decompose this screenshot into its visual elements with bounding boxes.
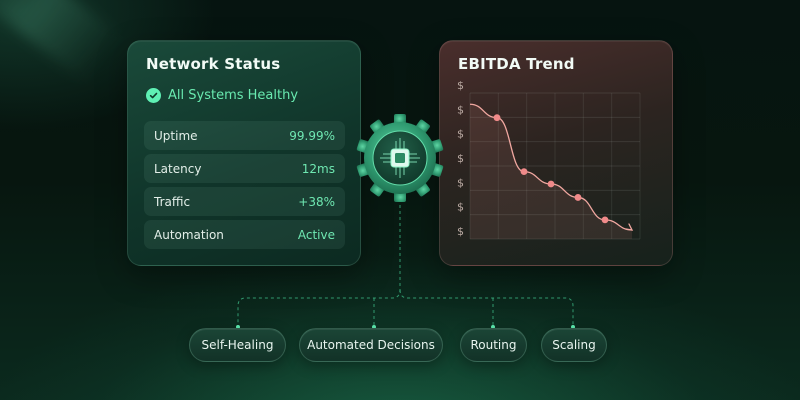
network-status-title: Network Status (146, 55, 281, 73)
health-status-text: All Systems Healthy (168, 87, 299, 103)
metric-label: Traffic (154, 194, 191, 209)
check-circle-icon (146, 87, 161, 103)
ebitda-trend-card: EBITDA Trend $ $ $ $ $ $ $ (439, 40, 673, 266)
metric-label: Latency (154, 161, 202, 176)
metric-value: Active (297, 227, 335, 242)
metric-value: 99.99% (289, 128, 335, 143)
trend-arrow-icon (625, 223, 634, 231)
metrics-list: Uptime 99.99% Latency 12ms Traffic +38% … (144, 121, 345, 253)
y-tick-label: $ (457, 225, 464, 238)
cpu-chip-gear-icon (355, 113, 445, 203)
trend-point (547, 180, 555, 188)
capability-pill-routing: Routing (460, 328, 527, 362)
metric-value: +38% (298, 194, 335, 209)
y-tick-label: $ (457, 152, 464, 165)
capability-pill-scaling: Scaling (541, 328, 607, 362)
trend-point (493, 114, 501, 122)
health-status: All Systems Healthy (146, 85, 298, 105)
y-tick-label: $ (457, 176, 464, 189)
ebitda-chart: $ $ $ $ $ $ $ (457, 79, 641, 240)
trend-point (574, 194, 582, 201)
ebitda-title: EBITDA Trend (458, 55, 575, 73)
metric-row-traffic: Traffic +38% (144, 187, 345, 216)
metric-row-latency: Latency 12ms (144, 154, 345, 183)
y-tick-label: $ (457, 103, 464, 116)
capability-pill-self-healing: Self-Healing (189, 328, 286, 362)
metric-label: Automation (154, 227, 224, 242)
y-tick-label: $ (457, 128, 464, 141)
trend-point (601, 216, 609, 224)
metric-value: 12ms (301, 161, 335, 176)
network-status-card: Network Status All Systems Healthy Uptim… (127, 40, 361, 266)
capability-pill-automated-decisions: Automated Decisions (299, 328, 443, 362)
y-tick-label: $ (457, 79, 464, 92)
trend-area (470, 104, 632, 239)
metric-row-automation: Automation Active (144, 220, 345, 249)
metric-row-uptime: Uptime 99.99% (144, 121, 345, 150)
trend-point (520, 168, 528, 176)
metric-label: Uptime (154, 128, 198, 143)
y-tick-label: $ (457, 201, 464, 214)
